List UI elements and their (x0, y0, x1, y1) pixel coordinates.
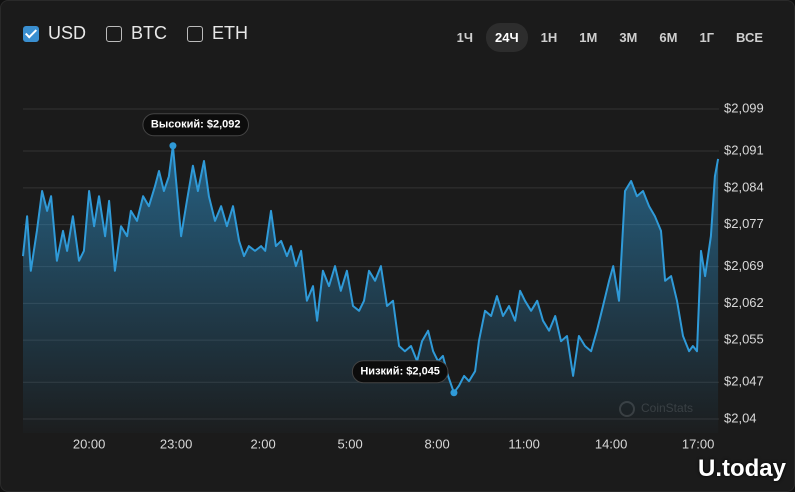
y-tick-label: $2,04 (724, 410, 757, 425)
annotation-box (142, 113, 250, 137)
annotation-point (169, 142, 177, 150)
x-tick-label: 11:00 (508, 436, 540, 451)
x-tick-label: 14:00 (595, 436, 628, 451)
checkbox[interactable] (23, 25, 39, 42)
y-tick-label: $2,091 (724, 142, 764, 157)
currency-label[interactable]: USD (48, 23, 87, 43)
range-buttons: 1Ч 24Ч 1Н 1М 3М 6М 1Г ВСЕ (448, 23, 772, 52)
currency-toggle[interactable]: BTC (106, 23, 167, 44)
range-button[interactable]: 6М (659, 30, 678, 45)
currency-toggle[interactable]: ETH (187, 23, 248, 44)
range-button[interactable]: 1М (579, 30, 598, 45)
y-tick-label: $2,077 (724, 216, 764, 231)
x-tick-label: 2:00 (250, 436, 275, 451)
annotation-box (351, 360, 449, 384)
currency-label[interactable]: ETH (212, 23, 249, 43)
y-tick-label: $2,084 (724, 179, 764, 194)
range-button[interactable]: 1Ч (456, 30, 474, 45)
brand: U.today (697, 455, 786, 482)
annotation-point (450, 389, 458, 397)
annotation: Низкий: $2,045 (351, 360, 449, 384)
checkbox[interactable] (187, 25, 204, 42)
x-tick-label: 20:00 (73, 436, 106, 451)
range-button[interactable]: 3М (619, 30, 638, 45)
y-tick-label: $2,047 (724, 374, 764, 389)
y-tick-label: $2,099 (724, 100, 764, 115)
currency-toggle[interactable]: USD (23, 23, 86, 44)
x-tick-label: 5:00 (337, 436, 362, 451)
y-tick-label: $2,062 (724, 295, 764, 310)
range-button[interactable]: ВСЕ (736, 30, 763, 45)
currency-toggles: USD BTC ETH (23, 23, 248, 44)
annotation-label: Низкий: $2,045 (360, 366, 440, 378)
range-button[interactable]: 24Ч (486, 23, 528, 52)
line (22, 144, 720, 394)
annotation-label: Высокий: $2,092 (151, 119, 241, 131)
area (23, 145, 719, 434)
y-tick-label: $2,055 (724, 332, 764, 347)
x-tick-label: 8:00 (424, 436, 449, 451)
x-tick-label: 23:00 (160, 436, 193, 451)
x-tick-label: 17:00 (682, 436, 715, 451)
y-tick-label: $2,069 (724, 258, 764, 273)
range-button[interactable]: 1Н (540, 30, 558, 45)
currency-label[interactable]: BTC (131, 23, 168, 43)
annotation: Высокий: $2,092 (142, 113, 250, 137)
range-button[interactable]: 1Г (699, 30, 715, 45)
checkbox[interactable] (106, 25, 123, 42)
